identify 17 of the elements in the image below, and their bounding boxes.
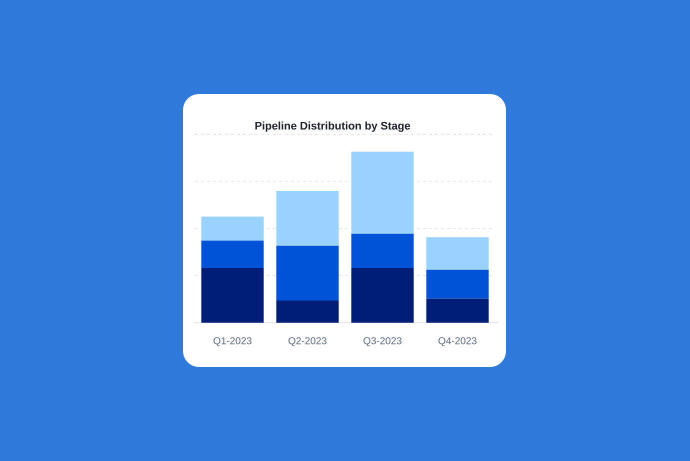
bar — [276, 300, 339, 323]
bar — [201, 268, 264, 323]
bar — [426, 298, 489, 323]
x-tick-label: Q4-2023 — [438, 337, 477, 346]
bar — [351, 268, 414, 323]
x-tick-label: Q2-2023 — [288, 337, 327, 346]
bar — [351, 234, 414, 268]
bar — [426, 270, 489, 299]
bar — [276, 191, 339, 246]
bar — [276, 246, 339, 300]
bar — [426, 237, 489, 270]
bar — [351, 152, 414, 234]
bar — [201, 240, 264, 268]
bar — [201, 216, 264, 241]
chart-title: Pipeline Distribution by Stage — [255, 122, 410, 132]
x-tick-label: Q1-2023 — [214, 337, 252, 346]
x-tick-label: Q3-2023 — [364, 337, 402, 346]
